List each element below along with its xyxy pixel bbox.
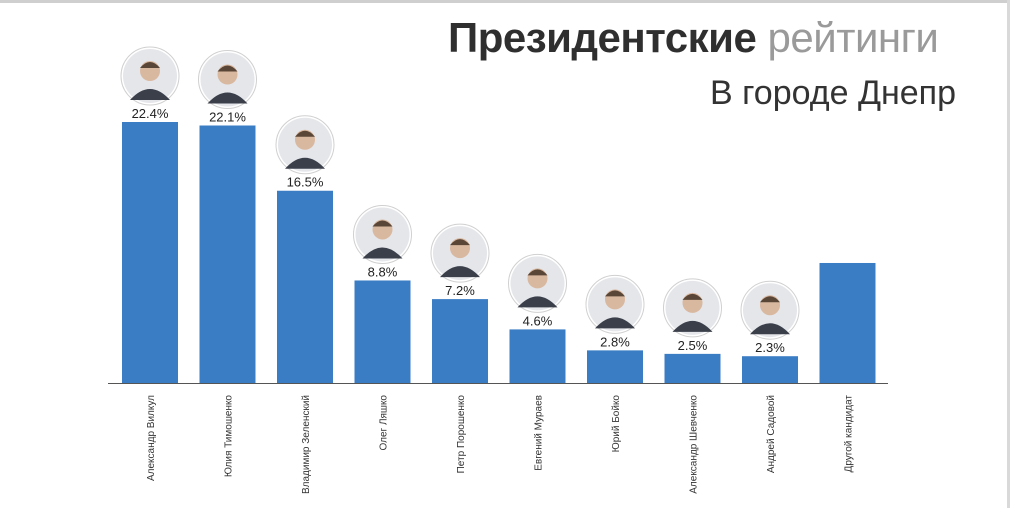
- photo-shoulders: [130, 89, 170, 100]
- photo-shoulders: [517, 296, 558, 308]
- photo-hair: [217, 65, 238, 72]
- candidate-photo: [740, 280, 800, 340]
- x-tick-label: Другой кандидат: [844, 395, 855, 473]
- bar: [122, 122, 178, 383]
- data-label: 2.8%: [600, 334, 630, 349]
- data-label: 16.5%: [287, 175, 324, 190]
- photo-hair: [760, 296, 780, 303]
- x-tick-label: Александр Вилкул: [146, 395, 157, 481]
- x-tick-label: Владимир Зеленский: [301, 395, 312, 494]
- bar: [354, 280, 411, 383]
- bar: [664, 353, 721, 383]
- chart-title-bold: Президентские: [448, 14, 757, 61]
- data-label: 2.5%: [678, 338, 708, 353]
- bar: [277, 190, 333, 383]
- bar: [819, 262, 876, 383]
- candidate-photo: [353, 204, 412, 264]
- bar: [742, 356, 798, 383]
- x-tick-label: Олег Ляшко: [379, 395, 390, 451]
- candidate-photo: [508, 253, 567, 313]
- x-tick-label: Евгений Мураев: [534, 395, 545, 471]
- candidate-photo: [663, 278, 722, 338]
- x-tick-label: Юлия Тимошенко: [224, 395, 235, 478]
- photo-shoulders: [672, 320, 713, 332]
- photo-hair: [450, 239, 470, 246]
- photo-hair: [295, 130, 315, 137]
- photo-hair: [682, 293, 703, 300]
- photo-shoulders: [285, 157, 325, 169]
- photo-shoulders: [362, 247, 403, 259]
- photo-hair: [372, 220, 393, 227]
- photo-shoulders: [440, 266, 480, 278]
- photo-shoulders: [750, 323, 790, 335]
- data-label: 8.8%: [368, 264, 398, 279]
- bar: [587, 350, 643, 383]
- data-label: 22.4%: [132, 106, 169, 121]
- candidate-photo: [120, 46, 180, 106]
- photo-hair: [527, 269, 548, 276]
- x-tick-label: Юрий Бойко: [611, 395, 622, 453]
- photo-hair: [605, 290, 625, 297]
- x-tick-label: Петр Порошенко: [456, 395, 467, 474]
- candidate-photo: [430, 223, 490, 283]
- data-label: 22.1%: [209, 109, 246, 124]
- photo-shoulders: [207, 92, 248, 104]
- top-border: [0, 0, 1010, 3]
- x-tick-label: Александр Шевченко: [689, 395, 700, 494]
- data-label: 4.6%: [523, 313, 553, 328]
- x-tick-label: Андрей Садовой: [766, 395, 777, 473]
- candidate-photo: [585, 274, 645, 334]
- bar: [432, 299, 488, 383]
- right-border: [1007, 0, 1010, 508]
- photo-shoulders: [595, 317, 635, 329]
- photo-hair: [140, 62, 160, 68]
- candidate-photo: [275, 115, 335, 175]
- chart-subtitle: В городе Днепр: [710, 74, 956, 112]
- bar: [199, 125, 256, 383]
- chart-title: Президентские рейтинги: [448, 14, 939, 62]
- candidate-photo: [198, 49, 257, 109]
- data-label: 2.3%: [755, 340, 785, 355]
- chart-title-light: рейтинги: [767, 14, 939, 61]
- data-label: 7.2%: [445, 283, 475, 298]
- bar: [509, 329, 566, 383]
